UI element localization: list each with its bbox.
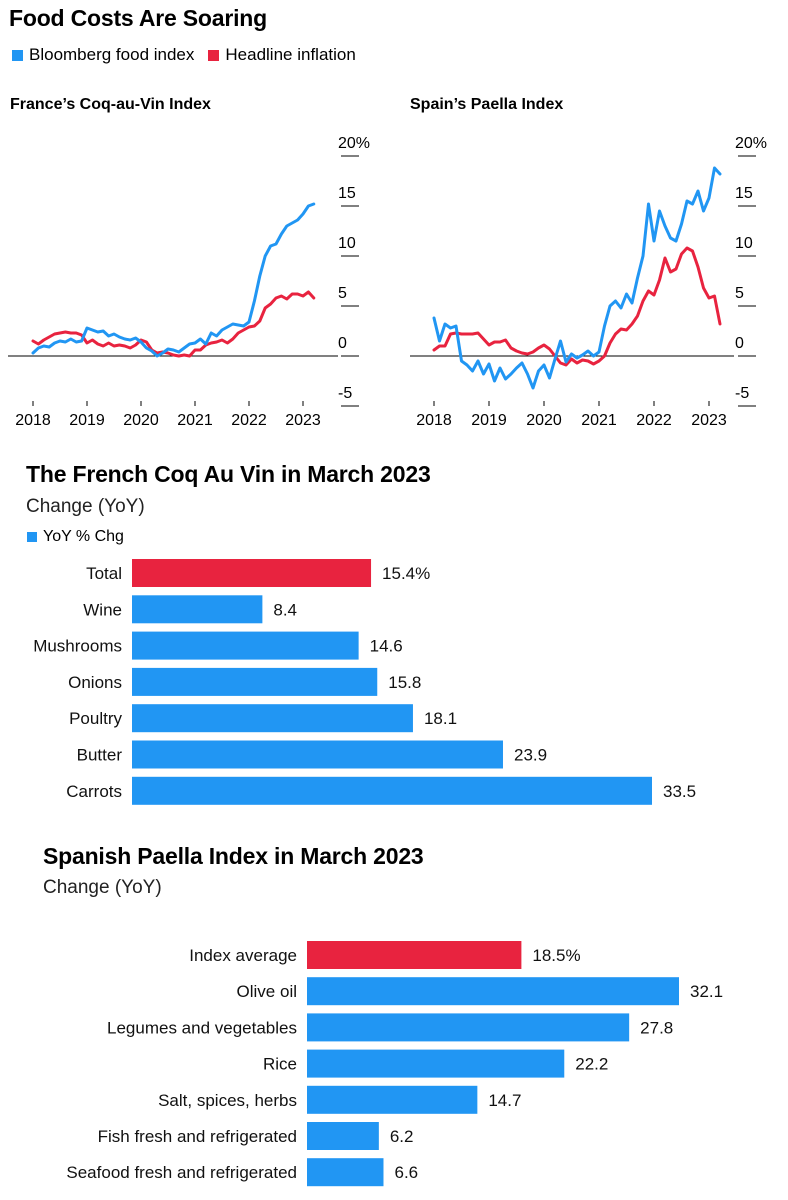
- x-tick-label: 2022: [636, 412, 672, 429]
- y-tick-label: 20%: [735, 135, 767, 152]
- category-label: Onions: [68, 673, 122, 692]
- french-bar-legend: YoY % Chg: [27, 528, 124, 546]
- value-label: 14.7: [488, 1091, 521, 1110]
- y-tick-label: 15: [338, 185, 356, 202]
- bar-total: [132, 559, 372, 587]
- y-tick-label: 10: [338, 235, 356, 252]
- x-tick-label: 2023: [691, 412, 727, 429]
- x-tick-label: 2020: [123, 412, 159, 429]
- value-label: 27.8: [640, 1018, 673, 1037]
- category-label: Butter: [77, 746, 123, 765]
- bar-onions: [132, 667, 378, 696]
- french-legend-label: YoY % Chg: [43, 528, 124, 545]
- x-tick-label: 2021: [581, 412, 617, 429]
- bar-poultry: [132, 704, 413, 733]
- legend-label-inflation: Headline inflation: [225, 45, 356, 64]
- value-label: 15.4%: [382, 564, 430, 583]
- category-label: Mushrooms: [33, 637, 122, 656]
- y-tick-label: 10: [735, 235, 753, 252]
- y-tick-label: -5: [338, 385, 352, 402]
- bar-rice: [307, 1049, 565, 1078]
- spanish-bar-title: Spanish Paella Index in March 2023: [43, 843, 424, 869]
- category-label: Wine: [83, 600, 122, 619]
- french-legend-swatch: [27, 532, 37, 542]
- y-tick-label: -5: [735, 385, 749, 402]
- value-label: 22.2: [575, 1055, 608, 1074]
- legend-swatch-food: [12, 49, 23, 61]
- x-tick-label: 2018: [15, 412, 51, 429]
- series-line-headline-inflation: [31, 290, 316, 358]
- bar-butter: [132, 740, 503, 769]
- x-tick-label: 2023: [285, 412, 321, 429]
- main-legend: Bloomberg food index Headline inflation: [12, 45, 356, 65]
- category-label: Fish fresh and refrigerated: [98, 1127, 297, 1146]
- value-label: 18.5%: [532, 946, 580, 965]
- france-chart-title: France’s Coq-au-Vin Index: [10, 96, 211, 113]
- legend-swatch-inflation: [208, 49, 220, 61]
- series-line-headline-inflation: [432, 246, 722, 367]
- french-bar-subtitle: Change (YoY): [26, 496, 145, 517]
- y-tick-label: 5: [338, 285, 347, 302]
- bar-olive-oil: [307, 977, 679, 1006]
- page-title: Food Costs Are Soaring: [9, 5, 267, 31]
- value-label: 6.2: [390, 1127, 414, 1146]
- y-tick-label: 5: [735, 285, 744, 302]
- value-label: 15.8: [388, 673, 421, 692]
- bar-seafood-fresh-and-refrigerated: [307, 1158, 384, 1187]
- category-label: Salt, spices, herbs: [158, 1091, 297, 1110]
- bar-salt-spices-herbs: [307, 1085, 478, 1114]
- category-label: Olive oil: [237, 982, 297, 1001]
- bar-fish-fresh-and-refrigerated: [307, 1122, 379, 1150]
- spain-chart-title: Spain’s Paella Index: [410, 96, 564, 113]
- x-tick-label: 2018: [416, 412, 452, 429]
- y-tick-label: 0: [338, 335, 347, 352]
- series-line-bloomberg-food-index: [432, 166, 722, 390]
- spanish-bar-chart: Index average 18.5% Olive oil 32.1 Legumes a…: [66, 941, 723, 1187]
- france-line-chart: 20% 15 10 5 0 -5 2018 2019 2020 2021 2022 2023: [8, 135, 370, 429]
- value-label: 14.6: [370, 637, 403, 656]
- category-label: Poultry: [69, 709, 122, 728]
- value-label: 6.6: [394, 1163, 418, 1182]
- spanish-bar-subtitle: Change (YoY): [43, 877, 162, 898]
- bar-index-average: [307, 941, 522, 969]
- value-label: 33.5: [663, 782, 696, 801]
- french-bar-title: The French Coq Au Vin in March 2023: [26, 461, 431, 487]
- bar-legumes-and-vegetables: [307, 1013, 630, 1042]
- bar-wine: [132, 595, 263, 624]
- value-label: 8.4: [273, 600, 297, 619]
- y-tick-label: 15: [735, 185, 753, 202]
- value-label: 23.9: [514, 746, 547, 765]
- x-tick-label: 2021: [177, 412, 213, 429]
- value-label: 18.1: [424, 709, 457, 728]
- x-tick-label: 2020: [526, 412, 562, 429]
- x-tick-label: 2019: [69, 412, 105, 429]
- legend-label-food: Bloomberg food index: [29, 45, 195, 64]
- x-tick-label: 2019: [471, 412, 507, 429]
- category-label: Carrots: [66, 782, 122, 801]
- category-label: Rice: [263, 1055, 297, 1074]
- y-tick-label: 20%: [338, 135, 370, 152]
- category-label: Total: [86, 564, 122, 583]
- y-tick-label: 0: [735, 335, 744, 352]
- category-label: Legumes and vegetables: [107, 1018, 297, 1037]
- spain-line-chart: 20% 15 10 5 0 -5 2018 2019 2020 2021 2022 2023: [410, 135, 767, 429]
- bar-carrots: [132, 776, 652, 805]
- bar-mushrooms: [132, 631, 359, 660]
- x-tick-label: 2022: [231, 412, 267, 429]
- category-label: Index average: [189, 946, 297, 965]
- value-label: 32.1: [690, 982, 723, 1001]
- french-bar-chart: Total 15.4% Wine 8.4 Mushrooms 14.6 Onions 15.8…: [33, 559, 696, 805]
- series-line-bloomberg-food-index: [31, 202, 316, 358]
- category-label: Seafood fresh and refrigerated: [66, 1163, 297, 1182]
